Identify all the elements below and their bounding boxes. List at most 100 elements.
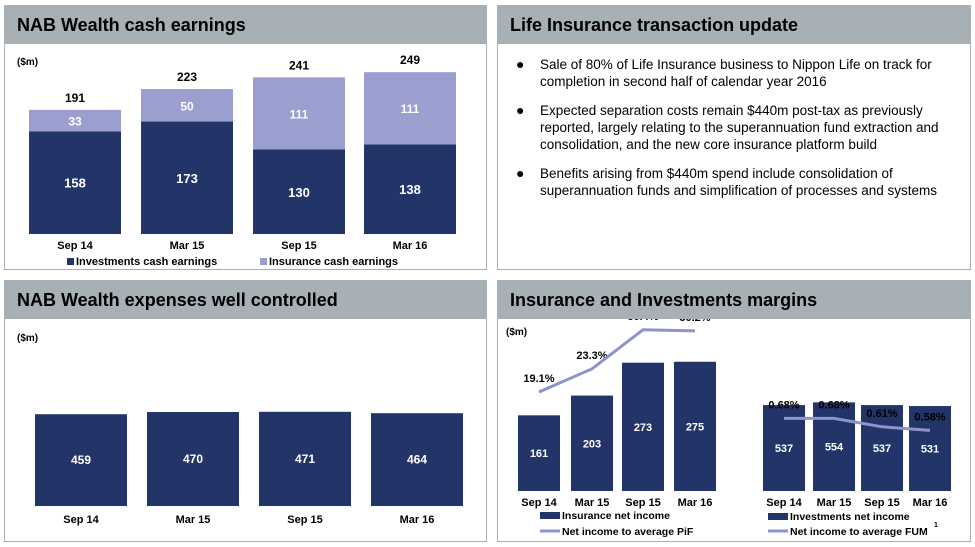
data-label-investments: 138 xyxy=(399,182,421,197)
legend-swatch-insurance-net-income xyxy=(540,512,560,519)
legend-label-investments: Investments cash earnings xyxy=(76,256,217,268)
bar-investments xyxy=(253,149,345,234)
bar-insurance-net-income xyxy=(674,361,716,491)
legend-label-investments-net-income: Investments net income xyxy=(790,511,910,523)
legend-swatch-investments-net-income xyxy=(768,513,788,520)
bullet-item: ● Expected separation costs remain $440m … xyxy=(514,102,956,153)
line-net-income-to-avg-fum xyxy=(784,416,931,432)
data-label-insurance: 33 xyxy=(68,115,82,129)
x-tick-label: Mar 15 xyxy=(170,240,205,252)
bullet-icon: ● xyxy=(516,56,525,72)
data-label: 554 xyxy=(825,442,844,454)
axis-unit-label: ($m) xyxy=(506,327,527,338)
line-net-income-to-avg-pif xyxy=(538,328,696,394)
legend-label-insurance-net-income: Insurance net income xyxy=(562,510,670,522)
line-data-label: 0.58% xyxy=(914,411,945,423)
panel-title: NAB Wealth cash earnings xyxy=(5,6,486,44)
x-tick-label: Mar 16 xyxy=(400,514,435,526)
bullet-text: Benefits arising from $440m spend includ… xyxy=(540,166,937,198)
data-label: 273 xyxy=(634,422,652,434)
x-tick-label: Mar 15 xyxy=(817,497,852,509)
bar-insurance-net-income xyxy=(622,362,664,491)
panel-title: Insurance and Investments margins xyxy=(498,281,970,319)
data-label: 161 xyxy=(530,448,548,460)
data-label-insurance: 111 xyxy=(401,102,420,116)
data-label: 203 xyxy=(583,438,601,450)
bullet-item: ● Sale of 80% of Life Insurance business … xyxy=(514,56,956,90)
legend-swatch-insurance xyxy=(260,258,267,265)
data-label: 275 xyxy=(686,421,704,433)
data-label-total: 241 xyxy=(289,58,309,72)
bar-investments-net-income xyxy=(909,406,951,491)
x-tick-label: Sep 15 xyxy=(864,497,899,509)
margins-chart: ($m) 161 Sep 14 19.1% 203 Mar 15 23.3% 273 Sep 1… xyxy=(506,319,951,538)
panel-title: NAB Wealth expenses well controlled xyxy=(5,281,486,319)
x-tick-label: Mar 15 xyxy=(575,497,610,509)
line-data-label: 0.68% xyxy=(818,399,849,411)
line-data-label: 30.4% xyxy=(627,319,658,323)
legend-swatch-investments xyxy=(67,258,74,265)
bar-expenses xyxy=(147,412,239,506)
line-data-label: 23.3% xyxy=(576,350,607,362)
bullet-text: Expected separation costs remain $440m p… xyxy=(540,103,939,152)
panel-title: Life Insurance transaction update xyxy=(498,6,970,44)
x-tick-label: Mar 16 xyxy=(913,497,948,509)
x-tick-label: Mar 16 xyxy=(678,497,713,509)
x-tick-label: Sep 14 xyxy=(57,240,93,252)
data-label-investments: 158 xyxy=(64,176,86,191)
margins-panel: Insurance and Investments margins ($m) 16… xyxy=(497,280,971,542)
legend-label-pif: Net income to average PiF xyxy=(562,526,694,538)
x-tick-label: Sep 15 xyxy=(287,514,322,526)
data-label: 471 xyxy=(295,452,315,466)
x-tick-label: Sep 14 xyxy=(766,497,802,509)
line-data-label: 30.2% xyxy=(679,319,710,324)
data-label-total: 249 xyxy=(400,53,420,67)
data-label-total: 191 xyxy=(65,91,85,105)
legend-label-insurance: Insurance cash earnings xyxy=(269,256,398,268)
legend-label-fum: Net income to average FUM xyxy=(790,526,928,538)
bar-insurance xyxy=(364,72,456,145)
cash-earnings-panel: NAB Wealth cash earnings ($m) 158 33 191 Sep… xyxy=(4,5,487,270)
bar-expenses xyxy=(371,413,463,506)
data-label: 470 xyxy=(183,452,203,466)
x-tick-label: Mar 16 xyxy=(393,240,428,252)
bar-investments-net-income xyxy=(861,405,903,491)
bar-insurance xyxy=(29,109,121,132)
data-label-insurance: 111 xyxy=(290,107,309,121)
data-label: 537 xyxy=(775,443,793,455)
axis-unit-label: ($m) xyxy=(17,57,38,68)
data-label: 459 xyxy=(71,453,91,467)
x-tick-label: Sep 15 xyxy=(625,497,660,509)
bar-investments xyxy=(141,121,233,234)
data-label-insurance: 50 xyxy=(180,99,194,113)
axis-unit-label: ($m) xyxy=(17,333,38,344)
cash-earnings-chart: ($m) 158 33 191 Sep 14 173 50 223 Mar 15 130 111 24… xyxy=(17,53,456,268)
bar-insurance xyxy=(253,77,345,150)
bar-investments xyxy=(29,131,121,234)
bar-insurance xyxy=(141,89,233,122)
x-tick-label: Sep 14 xyxy=(521,497,557,509)
bullet-item: ● Benefits arising from $440m spend inclu… xyxy=(514,165,956,199)
data-label: 531 xyxy=(921,444,939,456)
footnote-marker: 1 xyxy=(934,522,938,529)
bullet-icon: ● xyxy=(516,165,525,181)
x-tick-label: Sep 15 xyxy=(281,240,316,252)
line-data-label: 19.1% xyxy=(523,373,554,385)
data-label: 464 xyxy=(407,453,427,467)
data-label-total: 223 xyxy=(177,70,197,84)
x-tick-label: Sep 14 xyxy=(63,514,99,526)
expenses-chart: ($m) 459 Sep 14 470 Mar 15 471 Sep 15 464 Mar 16 xyxy=(17,333,463,526)
bar-insurance-net-income xyxy=(518,415,560,491)
bar-insurance-net-income xyxy=(571,395,613,491)
bar-expenses xyxy=(259,411,351,506)
expenses-panel: NAB Wealth expenses well controlled ($m)… xyxy=(4,280,487,542)
bar-expenses xyxy=(35,414,127,506)
transaction-update-panel: Life Insurance transaction update ● Sale … xyxy=(497,5,971,270)
line-data-label: 0.68% xyxy=(768,399,799,411)
data-label: 537 xyxy=(873,443,891,455)
data-label-investments: 173 xyxy=(176,171,198,186)
bullet-list: ● Sale of 80% of Life Insurance business … xyxy=(514,56,956,211)
bar-investments xyxy=(364,144,456,234)
x-tick-label: Mar 15 xyxy=(176,514,211,526)
data-label-investments: 130 xyxy=(288,185,310,200)
